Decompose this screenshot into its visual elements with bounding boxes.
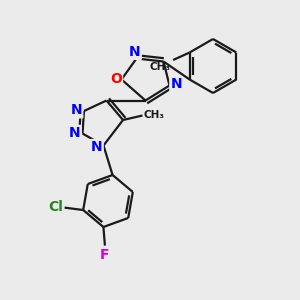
Text: N: N: [170, 77, 182, 91]
Text: N: N: [91, 140, 103, 154]
Text: CH₃: CH₃: [150, 61, 171, 71]
Text: O: O: [110, 72, 122, 86]
Text: N: N: [69, 126, 81, 140]
Text: N: N: [129, 45, 141, 59]
Text: Cl: Cl: [48, 200, 63, 214]
Text: F: F: [100, 248, 110, 262]
Text: CH₃: CH₃: [144, 110, 165, 121]
Text: N: N: [71, 103, 82, 117]
